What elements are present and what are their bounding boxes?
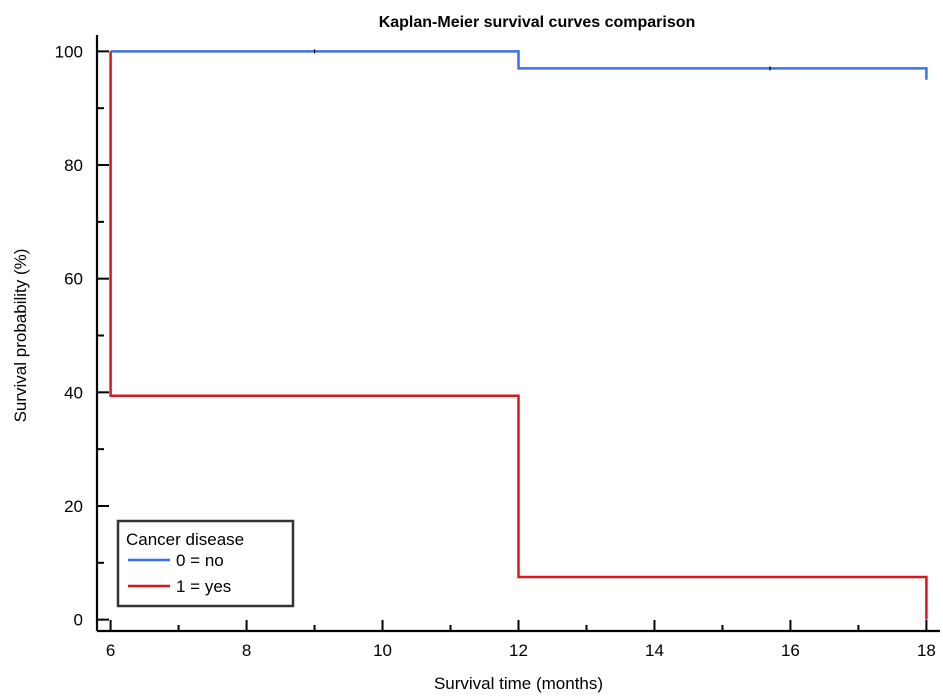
legend-label-no: 0 = no	[176, 551, 224, 570]
x-tick-label: 14	[645, 641, 664, 660]
x-tick-label: 8	[242, 641, 251, 660]
x-tick-label: 6	[106, 641, 115, 660]
y-tick-label: 20	[64, 497, 83, 516]
y-axis-label: Survival probability (%)	[11, 249, 30, 423]
series-line-no	[110, 50, 928, 80]
y-tick-label: 0	[74, 611, 83, 630]
chart-title: Kaplan-Meier survival curves comparison	[379, 14, 696, 31]
legend-box	[116, 519, 295, 608]
legend-label-yes: 1 = yes	[176, 577, 231, 596]
legend: Cancer disease 0 = no 1 = yes	[116, 519, 295, 608]
y-tick-label: 60	[64, 270, 83, 289]
y-tick-label: 40	[64, 383, 83, 402]
series-line-yes	[109, 51, 928, 620]
axes: 6 8 10 12 14 16 18 0 20 40 60 80 100	[55, 35, 940, 660]
x-tick-label: 16	[781, 641, 800, 660]
x-axis-label: Survival time (months)	[434, 674, 603, 693]
y-tick-label: 100	[55, 42, 83, 61]
x-tick-label: 18	[917, 641, 936, 660]
plot-area	[109, 49, 928, 620]
x-tick-label: 10	[373, 641, 392, 660]
legend-title: Cancer disease	[126, 530, 244, 549]
x-tick-label: 12	[509, 641, 528, 660]
y-tick-label: 80	[64, 156, 83, 175]
